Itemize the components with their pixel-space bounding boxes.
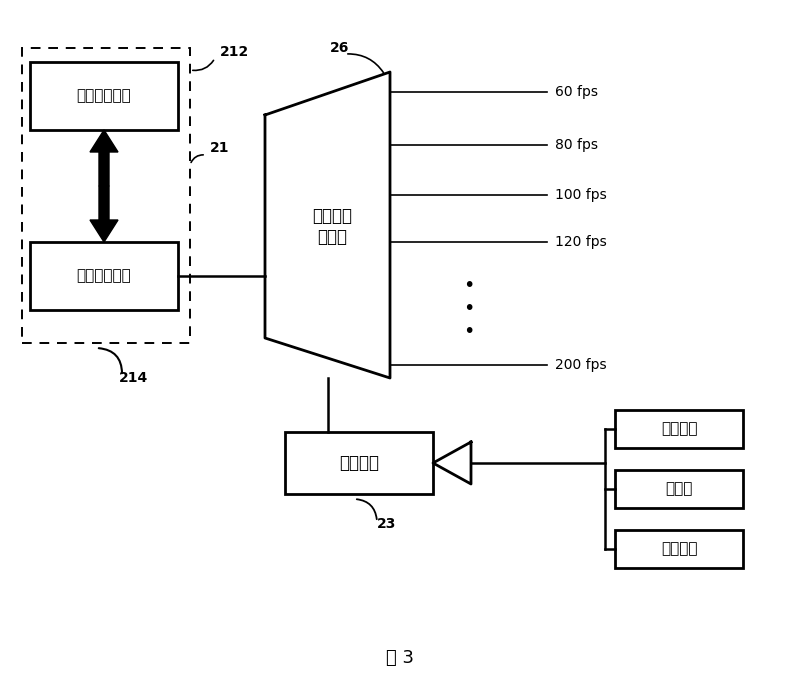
Text: 图像感测模块: 图像感测模块 [77,89,131,103]
Text: 多路开关
选择器: 多路开关 选择器 [313,207,353,246]
Polygon shape [90,130,118,186]
Bar [30,242,178,310]
Text: 80 fps: 80 fps [555,138,598,152]
Polygon shape [90,186,118,242]
Text: •: • [463,321,474,341]
Text: •: • [463,298,474,317]
Text: •: • [463,276,474,294]
Polygon shape [433,442,471,484]
Bar [615,470,743,508]
Text: 120 fps: 120 fps [555,235,606,249]
Text: 图 3: 图 3 [386,649,414,667]
Text: 加速度: 加速度 [666,482,693,496]
Text: 214: 214 [119,371,148,385]
Bar [615,530,743,568]
Text: 100 fps: 100 fps [555,188,606,202]
Text: 60 fps: 60 fps [555,85,598,99]
Bar [615,410,743,448]
Bar [285,432,433,494]
Text: 212: 212 [220,45,250,59]
Text: 调制模块: 调制模块 [339,454,379,472]
Bar [30,62,178,130]
Bar [22,48,190,343]
Polygon shape [265,72,390,378]
Text: 21: 21 [210,141,230,155]
Text: 26: 26 [330,41,350,55]
Text: 移动向量: 移动向量 [661,541,698,557]
Text: 200 fps: 200 fps [555,358,606,372]
Text: 主机信号: 主机信号 [661,421,698,437]
Text: 图像处理模块: 图像处理模块 [77,269,131,284]
Text: 23: 23 [377,517,396,531]
